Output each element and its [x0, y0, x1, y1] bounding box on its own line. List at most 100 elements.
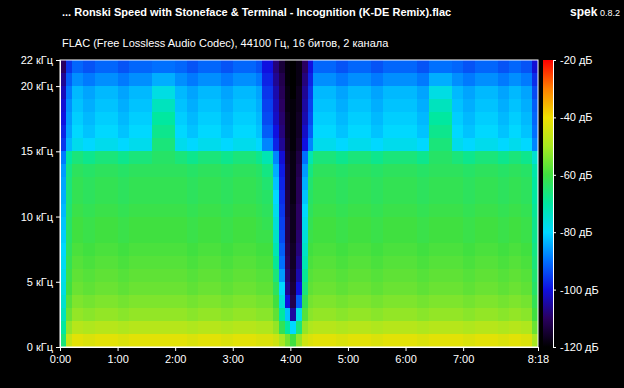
spectrogram-cell	[325, 125, 337, 139]
spectrogram-cell	[198, 99, 210, 113]
spectrogram-cell	[152, 242, 164, 256]
spectrogram-cell	[141, 72, 153, 86]
spectrogram-cell	[72, 255, 84, 269]
spectrogram-cell	[394, 72, 406, 86]
spectrogram-cell	[521, 190, 533, 204]
spectrogram-cell	[233, 333, 245, 347]
spectrogram-cell	[302, 72, 308, 86]
spectrogram-cell	[440, 177, 452, 191]
spectrogram-cell	[406, 85, 418, 99]
spectrogram-cell	[359, 60, 371, 73]
spectrogram-cell	[244, 203, 256, 217]
spectrogram-cell	[221, 255, 233, 269]
spectrogram-cell	[285, 268, 291, 282]
spectrogram-cell	[452, 333, 464, 347]
spectrogram-cell	[210, 164, 222, 178]
spectrogram-cell	[66, 320, 72, 334]
tick: 5 кГц	[27, 276, 60, 288]
spectrogram-cell	[152, 151, 164, 165]
spectrogram-cell	[429, 307, 441, 321]
spectrogram-cell	[463, 164, 475, 178]
title: ... Ronski Speed with Stoneface & Termin…	[62, 6, 451, 18]
spectrogram-cell	[290, 164, 296, 178]
spectrogram-cell	[233, 99, 245, 113]
spectrogram-cell	[371, 72, 383, 86]
spectrogram-cell	[83, 60, 95, 73]
spectrogram-cell	[129, 281, 141, 295]
spectrogram-cell	[285, 190, 291, 204]
spectrogram-cell	[325, 203, 337, 217]
spectrogram-cell	[290, 229, 296, 243]
spectrogram-cell	[313, 177, 325, 191]
axis-line	[56, 61, 61, 348]
spectrogram-cell	[256, 203, 262, 217]
spectrogram-cell	[221, 190, 233, 204]
spectrogram-cell	[440, 320, 452, 334]
spectrogram-cell	[95, 281, 107, 295]
spectrogram-cell	[106, 281, 118, 295]
spectrogram-cell	[302, 177, 308, 191]
spectrogram-cell	[440, 242, 452, 256]
spectrogram-cell	[72, 112, 84, 126]
spectrogram-cell	[406, 268, 418, 282]
spectrogram-cell	[486, 229, 498, 243]
spectrogram-cell	[129, 216, 141, 230]
spectrogram-cell	[383, 255, 395, 269]
spectrogram-cell	[244, 138, 256, 152]
spectrogram-cell	[486, 112, 498, 126]
spectrogram-cell	[383, 151, 395, 165]
spectrogram-cell	[532, 255, 538, 269]
spectrogram-cell	[152, 294, 164, 308]
spectrogram-cell	[72, 164, 84, 178]
spectrogram-cell	[440, 268, 452, 282]
spectrogram-cell	[164, 203, 176, 217]
spectrogram-cell	[106, 333, 118, 347]
spectrogram-cell	[152, 229, 164, 243]
spectrogram-cell	[198, 177, 210, 191]
spectrogram-cell	[308, 85, 314, 99]
spectrogram-cell	[406, 229, 418, 243]
spectrogram-cell	[532, 242, 538, 256]
spectrogram-cell	[221, 164, 233, 178]
spectrogram-cell	[273, 112, 279, 126]
spectrogram-cell	[509, 203, 521, 217]
spectrogram-cell	[279, 268, 285, 282]
spectrogram-cell	[463, 281, 475, 295]
spectrogram-cell	[348, 151, 360, 165]
spectrogram-cell	[285, 177, 291, 191]
spectrogram-cell	[198, 151, 210, 165]
tick-label: 0:00	[50, 353, 71, 365]
spectrogram-cell	[267, 333, 273, 347]
spectrogram-cell	[486, 294, 498, 308]
spectrogram-cell	[279, 203, 285, 217]
spectrogram-cell	[233, 85, 245, 99]
spectrogram-cell	[267, 164, 273, 178]
spectrogram-cell	[221, 281, 233, 295]
tick-label: -40 дБ	[560, 111, 593, 123]
spectrogram-cell	[267, 216, 273, 230]
spectrogram-cell	[296, 138, 302, 152]
spectrogram-cell	[313, 268, 325, 282]
spectrogram-cell	[429, 242, 441, 256]
tick-mark	[56, 86, 60, 87]
spectrogram-cell	[371, 333, 383, 347]
spectrogram-cell	[66, 85, 72, 99]
spectrogram-cell	[221, 268, 233, 282]
spectrogram-cell	[118, 85, 130, 99]
spectrogram-cell	[336, 99, 348, 113]
spectrogram-cell	[475, 255, 487, 269]
spectrogram-cell	[221, 294, 233, 308]
spectrogram-cell	[118, 294, 130, 308]
spectrogram-cell	[141, 125, 153, 139]
spectrogram-cell	[187, 138, 199, 152]
spectrogram-cell	[290, 99, 296, 113]
spectrogram-cell	[267, 125, 273, 139]
spectrogram-cell	[198, 268, 210, 282]
spectrogram-cell	[141, 151, 153, 165]
spectrogram-cell	[348, 190, 360, 204]
spectrogram-cell	[164, 307, 176, 321]
spectrogram-cell	[141, 281, 153, 295]
spectrogram-cell	[498, 333, 510, 347]
spectrogram-cell	[221, 99, 233, 113]
spectrogram-cell	[152, 281, 164, 295]
